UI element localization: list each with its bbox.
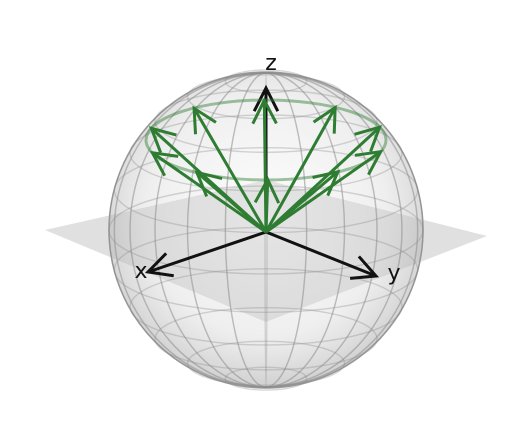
longitude-line [129,72,403,388]
latitude-line [224,366,308,391]
state-vector-head [148,126,177,154]
state-vector-head [192,105,217,135]
state-vector-head [354,124,383,153]
state-vector-head [253,176,281,204]
longitude-line [113,72,419,388]
state-vector [264,106,337,233]
state-vector-head [251,97,278,125]
z-axis-label: z [265,51,277,76]
longitude-line [224,72,308,388]
cone-ring [144,98,388,182]
longitude-line [154,72,378,388]
longitude-line [154,72,378,388]
state-vector [264,126,381,234]
state-vector-head [312,169,341,197]
y-axis [265,230,376,276]
longitude-line [186,72,346,388]
latitude-line [154,307,378,371]
x-axis [148,230,267,272]
state-vector-head [312,104,337,134]
state-vectors [148,97,384,234]
y-axis-label: y [387,261,400,286]
longitude-line [113,72,419,388]
state-vector [262,100,268,233]
state-vector [192,107,268,233]
latitude-line [186,340,346,386]
state-vector-head [354,149,384,176]
longitude-line [224,72,308,388]
longitude-line [129,72,403,388]
sphere-wireframe [108,69,424,391]
state-vector [151,151,267,234]
latitude-line [129,268,403,346]
z-axis-head [252,84,280,112]
state-vector-head [149,150,179,177]
x-axis-head [144,252,174,278]
state-vector [265,150,382,234]
state-vector [150,127,268,234]
x-axis-label: x [134,259,147,284]
y-axis-head [349,255,380,280]
longitude-line [186,72,346,388]
longitude-line [108,72,424,388]
